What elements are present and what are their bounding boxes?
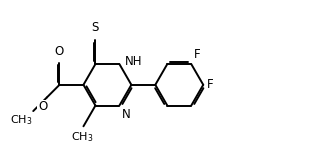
Text: CH$_3$: CH$_3$ xyxy=(71,130,93,144)
Text: O: O xyxy=(38,100,47,113)
Text: NH: NH xyxy=(125,55,143,68)
Text: F: F xyxy=(194,48,200,61)
Text: F: F xyxy=(207,78,213,91)
Text: CH$_3$: CH$_3$ xyxy=(10,113,32,127)
Text: S: S xyxy=(92,21,99,34)
Text: O: O xyxy=(55,45,64,58)
Text: N: N xyxy=(122,108,130,121)
